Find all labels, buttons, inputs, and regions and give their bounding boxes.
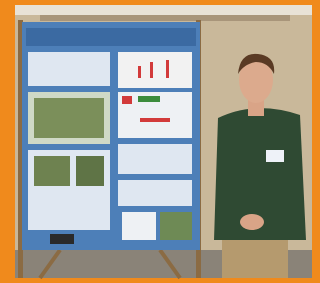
photo [15, 5, 312, 278]
poster [22, 22, 200, 250]
name-tag [266, 150, 284, 162]
photo-frame [0, 0, 320, 283]
hands [240, 214, 264, 230]
ceiling [15, 5, 312, 15]
page [0, 0, 320, 283]
wall-rail [40, 15, 290, 21]
